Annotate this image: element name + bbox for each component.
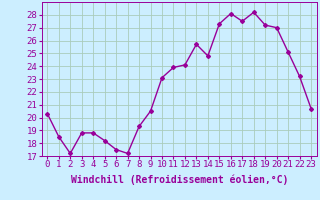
X-axis label: Windchill (Refroidissement éolien,°C): Windchill (Refroidissement éolien,°C) <box>70 175 288 185</box>
